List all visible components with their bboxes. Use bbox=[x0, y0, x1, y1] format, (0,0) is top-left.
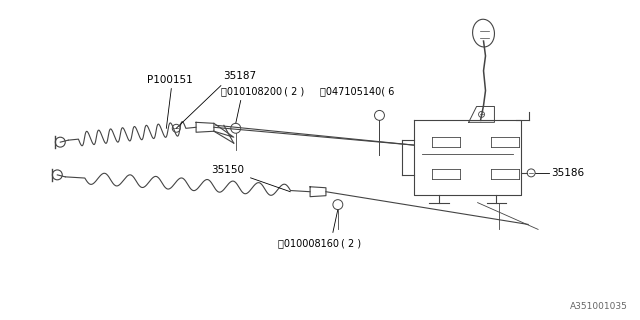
Text: Ⓢ047105140( 6: Ⓢ047105140( 6 bbox=[320, 86, 394, 97]
Text: P100151: P100151 bbox=[147, 75, 192, 85]
Text: 35187: 35187 bbox=[223, 71, 256, 81]
Text: 35150: 35150 bbox=[211, 165, 244, 175]
Text: Ⓢ010108200 ( 2 ): Ⓢ010108200 ( 2 ) bbox=[221, 86, 304, 97]
Text: A351001035: A351001035 bbox=[570, 302, 627, 311]
Text: Ⓢ010008160 ( 2 ): Ⓢ010008160 ( 2 ) bbox=[278, 238, 362, 248]
Text: 35186: 35186 bbox=[551, 168, 584, 178]
